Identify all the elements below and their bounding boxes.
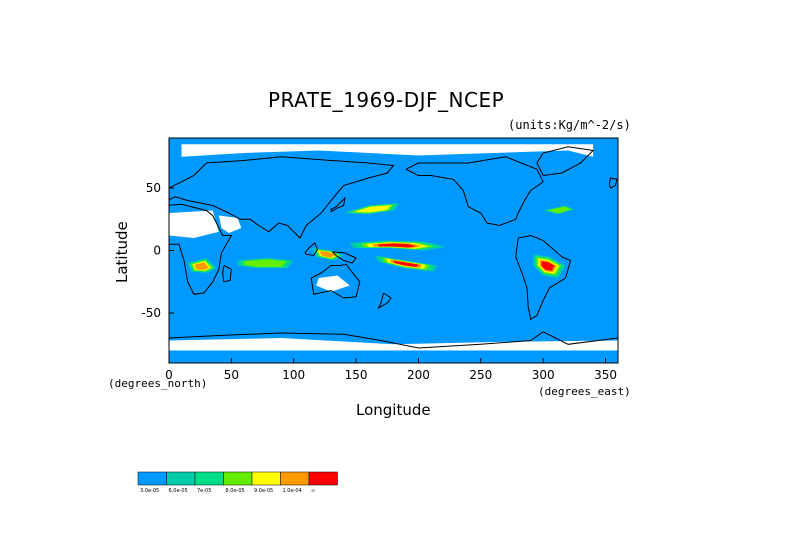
colorbar-label: ∞ [311,488,315,494]
no-data-antarctica-coast [169,338,618,351]
precip-region-north-pacific-storm-level-4 [354,205,391,213]
y-tick-label: 50 [146,181,161,195]
coastline-japan [330,196,346,213]
coastlines [169,146,618,349]
coastline-uk [608,177,618,189]
colorbar-label: 6.0e-05 [169,488,188,494]
colorbar-swatch [308,471,338,486]
x-tick-label: 50 [224,368,239,382]
x-tick-label: 250 [469,368,492,382]
map-background [169,138,618,363]
colorbar-swatch [194,471,224,486]
colorbar-swatch [166,471,196,486]
colorbar-swatch [223,471,253,486]
coastline-borneo [304,242,318,257]
x-tick-label: 0 [165,368,173,382]
coastline-antarctica [169,331,618,349]
precip-region-north-atlantic-level-3 [547,206,571,214]
units-label: (units:Kg/m^-2/s) [508,118,631,132]
x-tick-label: 350 [594,368,617,382]
colorbar: 3.0e-05 6.0e-05 7e-05 8.0e-05 9.0e-05 1.0e-04… [137,471,338,494]
colorbar-swatch [280,471,310,486]
precip-regions [187,203,575,278]
colorbar-label: 8.0e-05 [226,488,245,494]
coastline-new-zealand [377,292,392,310]
x-axis-label: Longitude [356,401,431,419]
x-tick-label: 200 [407,368,430,382]
coastline-madagascar [222,265,232,283]
coastline-north-america [405,156,544,227]
map-title: PRATE_1969-DJF_NCEP [268,88,505,112]
precip-region-itcz-west-pacific-level-6 [377,243,417,248]
colorbar-label: 9.0e-05 [254,488,273,494]
y-tick-label: 0 [153,244,161,258]
precip-region-indian-ocean-level-3 [243,259,287,267]
coastline-europe-asia [169,156,395,239]
no-data-sahara [169,210,219,238]
coastline-new-guinea [332,251,357,264]
colorbar-swatch [137,471,167,486]
coastline-south-america [515,234,572,321]
x-tick-label: 300 [532,368,555,382]
coastline-africa [169,203,233,295]
colorbar-swatch [251,471,281,486]
precip-region-central-africa-level-5 [194,262,210,270]
no-data-patches [169,144,618,351]
x-units-right: (degrees_east) [538,385,631,398]
no-data-australia-interior [316,275,350,292]
precip-region-indonesia-level-5 [319,251,336,258]
colorbar-label: 1.0e-04 [283,488,302,494]
axis-ticks: 0 50 100 150 200 250 300 350 50 0 -50 [141,181,617,382]
x-units-left: (degrees_north) [108,377,208,390]
precip-region-amazon-level-6 [541,261,555,271]
no-data-arctic [181,144,594,157]
coastline-greenland [536,146,595,176]
colorbar-label: 3.0e-05 [140,488,159,494]
x-tick-label: 150 [345,368,368,382]
precip-region-spcz-level-6 [393,260,419,267]
no-data-arabia [218,215,242,233]
colorbar-label: 7e-05 [197,488,211,494]
x-tick-label: 100 [282,368,305,382]
coastline-australia [310,263,361,299]
y-tick-label: -50 [141,306,161,320]
